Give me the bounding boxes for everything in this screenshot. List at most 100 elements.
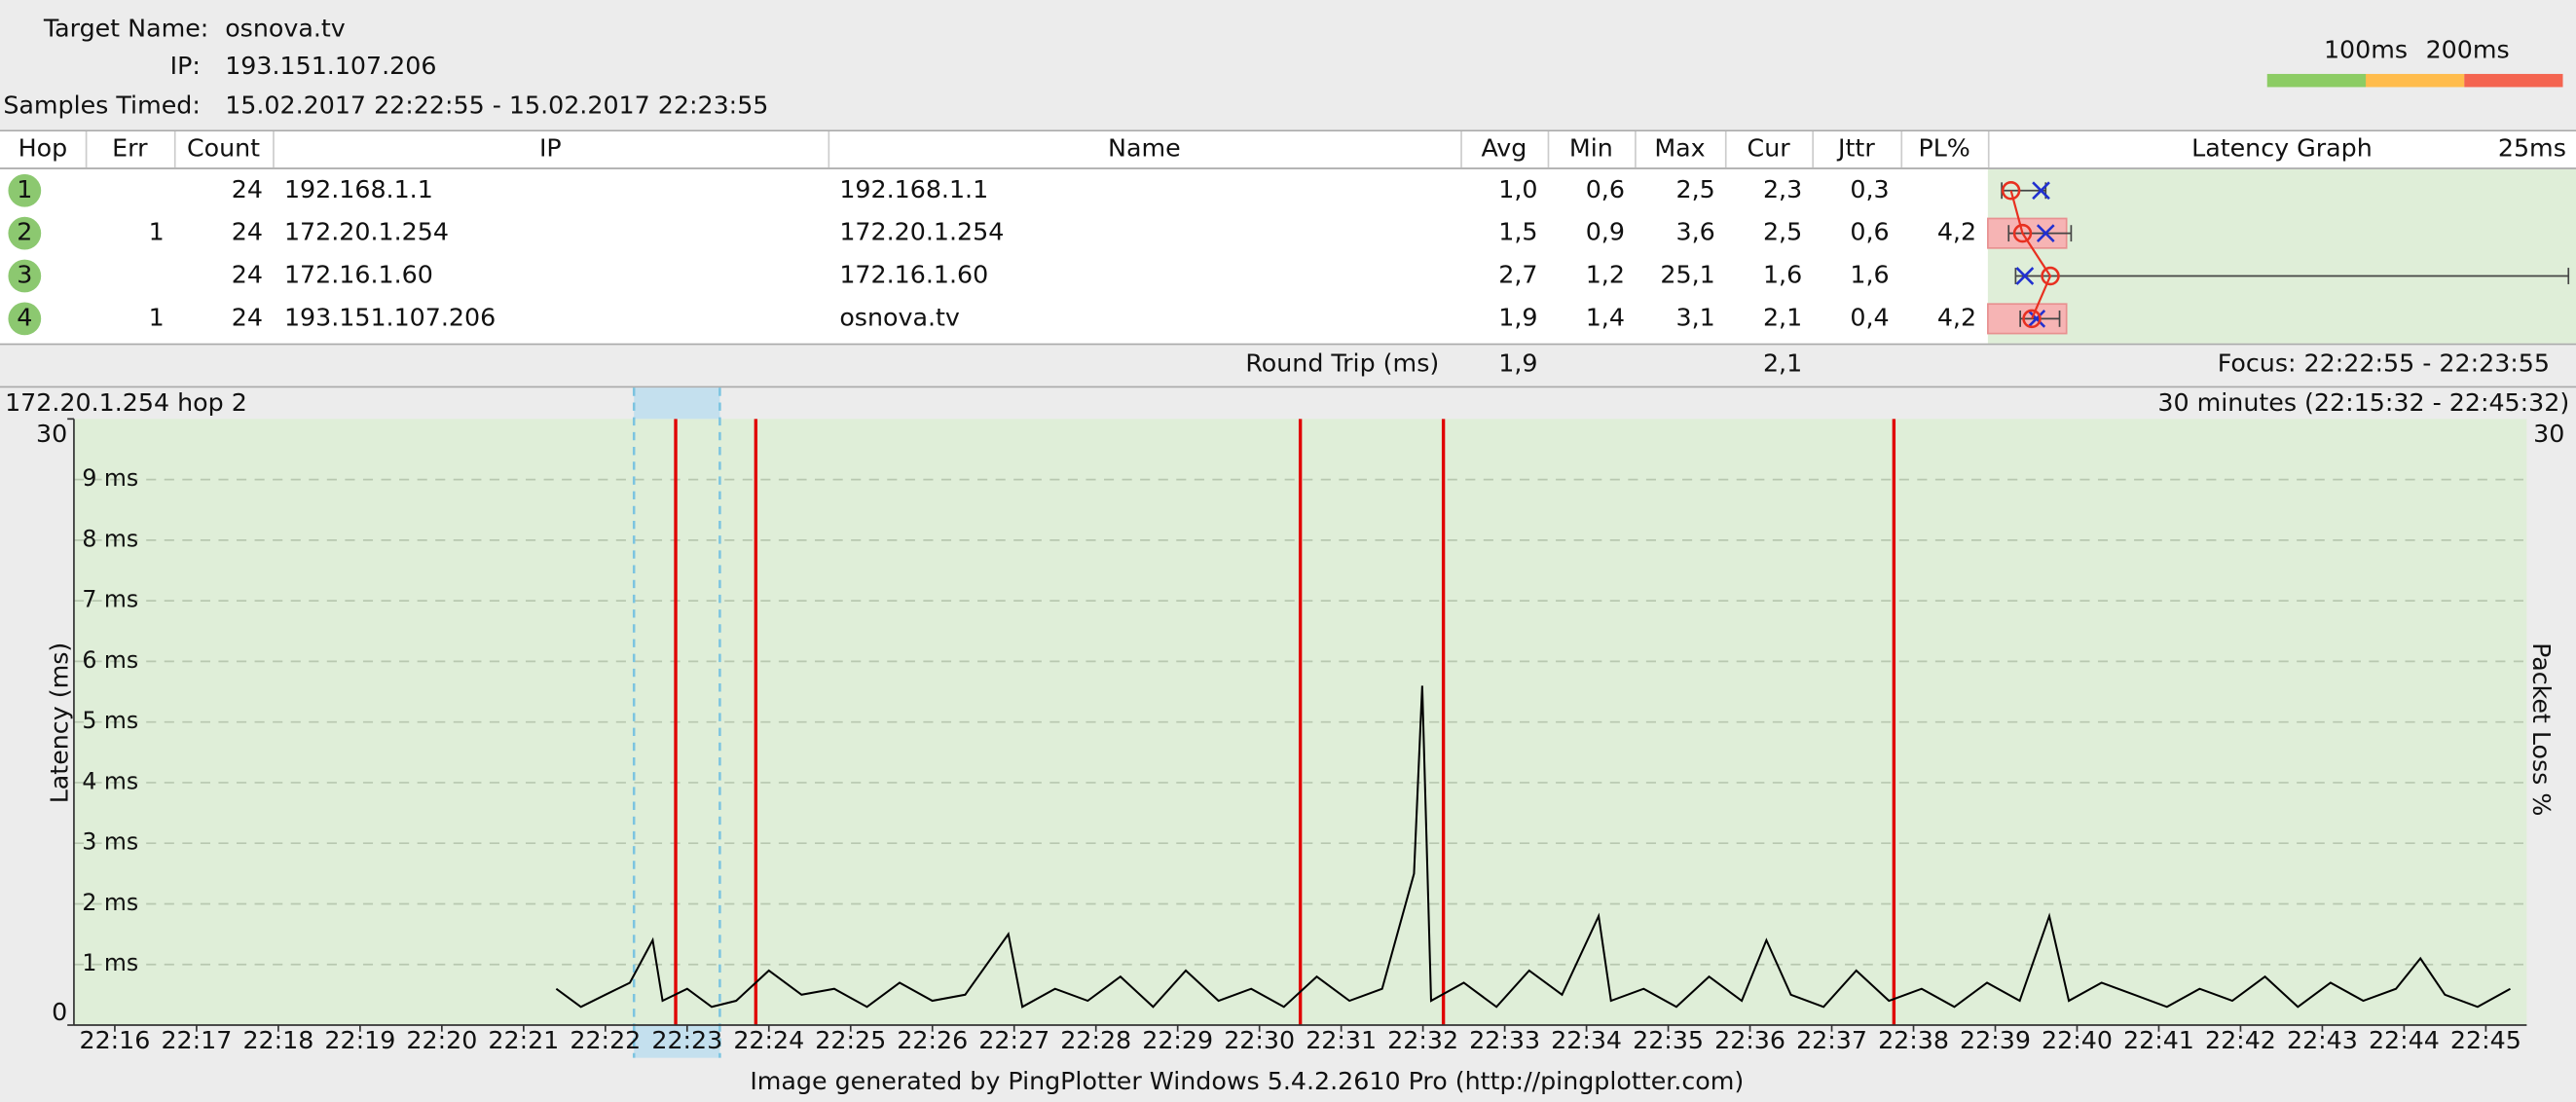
column-header: Jttr xyxy=(1836,134,1875,163)
x-tick-label: 22:27 xyxy=(978,1026,1049,1054)
chart-title: 172.20.1.254 hop 2 xyxy=(5,388,247,417)
samples-label: Samples Timed: xyxy=(3,92,201,120)
focus-range: Focus: 22:22:55 - 22:23:55 xyxy=(2218,349,2550,378)
target-name: osnova.tv xyxy=(225,14,346,42)
column-header: Count xyxy=(187,134,260,163)
cell: 193.151.107.206 xyxy=(284,303,496,331)
round-trip-label: Round Trip (ms) xyxy=(1245,349,1439,378)
cell: 0,9 xyxy=(1586,218,1625,246)
x-tick-label: 22:24 xyxy=(733,1026,804,1054)
latency-scale: 25ms xyxy=(2498,134,2566,163)
avg-marker xyxy=(2012,223,2033,243)
avg-connector xyxy=(2009,190,2052,319)
x-tick-label: 22:42 xyxy=(2205,1026,2276,1054)
samples: 15.02.2017 22:22:55 - 15.02.2017 22:23:5… xyxy=(225,92,768,120)
x-tick-label: 22:34 xyxy=(1551,1026,1622,1054)
column-header: Hop xyxy=(18,134,68,163)
cell: 24 xyxy=(232,303,263,331)
cell: 1,6 xyxy=(1763,261,1802,289)
column-header: Name xyxy=(1108,134,1181,163)
y-axis-title: Latency (ms) xyxy=(45,643,73,804)
cell: 0,6 xyxy=(1850,218,1889,246)
hop-number: 4 xyxy=(17,303,32,331)
cell: 24 xyxy=(232,175,263,203)
footer-bar xyxy=(0,1057,2576,1102)
x-tick-label: 22:21 xyxy=(488,1026,559,1054)
x-tick-label: 22:40 xyxy=(2042,1026,2113,1054)
column-header: Cur xyxy=(1748,134,1791,163)
x-tick-label: 22:39 xyxy=(1960,1026,2031,1054)
cell: 1,0 xyxy=(1498,175,1537,203)
cell: 0,6 xyxy=(1586,175,1625,203)
cell: 172.20.1.254 xyxy=(284,218,449,246)
y-tick-label: 5 ms xyxy=(82,707,138,734)
round-trip-cur: 2,1 xyxy=(1763,349,1802,378)
x-tick-label: 22:36 xyxy=(1714,1026,1785,1054)
cell: 2,3 xyxy=(1763,175,1802,203)
x-tick-label: 22:16 xyxy=(79,1026,150,1054)
x-tick-label: 22:28 xyxy=(1060,1026,1131,1054)
legend-100: 100ms xyxy=(2324,35,2408,63)
x-tick-label: 22:35 xyxy=(1633,1026,1704,1054)
latency-line xyxy=(555,685,2511,1009)
current-marker xyxy=(2015,267,2035,285)
column-header: Avg xyxy=(1481,134,1527,163)
cell: 172.16.1.60 xyxy=(839,261,988,289)
hop-badge xyxy=(8,302,42,336)
x-tick-label: 22:18 xyxy=(242,1026,313,1054)
column-header: PL% xyxy=(1918,134,1969,163)
cell: 2,5 xyxy=(1763,218,1802,246)
x-tick-label: 22:29 xyxy=(1142,1026,1213,1054)
cell: 3,1 xyxy=(1676,303,1715,331)
cell: osnova.tv xyxy=(839,303,960,331)
cell: 1 xyxy=(149,303,165,331)
y-tick-label: 30 xyxy=(36,420,67,448)
hop-badge xyxy=(8,173,42,207)
chart-subtitle: 30 minutes (22:15:32 - 22:45:32) xyxy=(2157,388,2569,417)
y2-axis-title: Packet Loss % xyxy=(2527,643,2556,816)
hop-number: 1 xyxy=(17,175,32,203)
current-marker xyxy=(2036,224,2055,242)
column-header: IP xyxy=(539,134,562,163)
x-tick-label: 22:44 xyxy=(2369,1026,2440,1054)
legend-red xyxy=(2464,73,2563,88)
x-tick-label: 22:37 xyxy=(1796,1026,1867,1054)
avg-marker xyxy=(2041,266,2060,286)
y-tick-label: 6 ms xyxy=(82,646,138,674)
x-tick-label: 22:22 xyxy=(570,1026,641,1054)
cell: 25,1 xyxy=(1660,261,1714,289)
x-tick-label: 22:31 xyxy=(1306,1026,1377,1054)
cell: 1,9 xyxy=(1498,303,1537,331)
legend-orange xyxy=(2366,73,2465,88)
y-tick-label: 4 ms xyxy=(82,767,138,794)
y-tick-label: 1 ms xyxy=(82,949,138,976)
cell: 2,1 xyxy=(1763,303,1802,331)
cell: 0,3 xyxy=(1850,175,1889,203)
footer: Image generated by PingPlotter Windows 5… xyxy=(750,1067,1744,1095)
y-tick-label: 2 ms xyxy=(82,889,138,916)
y-tick-label: 8 ms xyxy=(82,525,138,552)
cell: 2,7 xyxy=(1498,261,1537,289)
legend-200: 200ms xyxy=(2426,35,2510,63)
latency-col-bg xyxy=(1987,168,2576,344)
cell: 192.168.1.1 xyxy=(839,175,988,203)
cell: 24 xyxy=(232,218,263,246)
y-tick-label: 9 ms xyxy=(82,464,138,492)
x-tick-label: 22:45 xyxy=(2450,1026,2521,1054)
x-tick-label: 22:19 xyxy=(324,1026,395,1054)
y-tick-label: 3 ms xyxy=(82,828,138,856)
x-tick-label: 22:26 xyxy=(897,1026,968,1054)
round-trip-avg: 1,9 xyxy=(1498,349,1537,378)
cell: 3,6 xyxy=(1676,218,1715,246)
cell: 172.16.1.60 xyxy=(284,261,433,289)
focus-band-top xyxy=(634,387,720,420)
cell: 24 xyxy=(232,261,263,289)
avg-marker xyxy=(2022,309,2042,329)
x-tick-label: 22:33 xyxy=(1469,1026,1540,1054)
cell: 1,5 xyxy=(1498,218,1537,246)
focus-band-bottom xyxy=(634,1025,720,1058)
cell: 1,6 xyxy=(1850,261,1889,289)
x-tick-label: 22:41 xyxy=(2123,1026,2194,1054)
